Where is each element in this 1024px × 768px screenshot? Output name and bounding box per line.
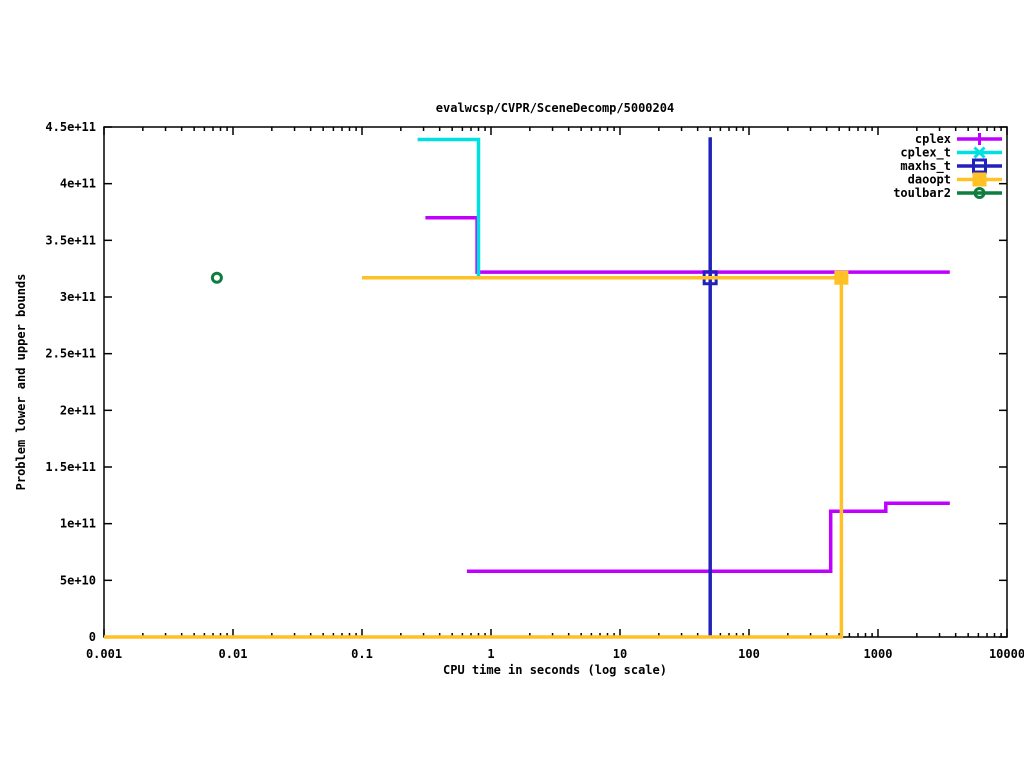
- series-line-cplex: [425, 215, 950, 274]
- x-tick-label: 0.1: [351, 647, 373, 661]
- legend-entry-toulbar2: toulbar2: [893, 186, 1002, 200]
- legend-label-maxhs_t: maxhs_t: [900, 159, 951, 174]
- y-tick-label: 0: [89, 630, 96, 644]
- legend-marker-toulbar2: [973, 187, 986, 199]
- y-tick-label: 3e+11: [60, 290, 96, 304]
- legend-label-cplex: cplex: [915, 132, 951, 146]
- series-maxhs_t: [702, 137, 718, 637]
- x-tick-label: 10: [613, 647, 627, 661]
- series-marker-daoopt: [834, 270, 849, 285]
- series-line-daoopt: [104, 277, 844, 639]
- y-axis-label: Problem lower and upper bounds: [14, 274, 28, 491]
- legend-marker-cplex: [973, 133, 986, 145]
- series-cplex_t: [417, 137, 481, 278]
- y-tick-label: 3.5e+11: [45, 233, 96, 247]
- x-tick-label: 0.001: [86, 647, 122, 661]
- x-tick-label: 100: [738, 647, 760, 661]
- y-tick-label: 1.5e+11: [45, 460, 96, 474]
- series-daoopt: [104, 270, 849, 639]
- legend-label-cplex_t: cplex_t: [900, 146, 951, 161]
- plot-area: 0.001 0.01 0.1 1 10 100 1000 10000 0 5e+10 1e+11 1.…: [45, 120, 1024, 661]
- series-cplex: [425, 215, 950, 574]
- y-tick-label: 2.5e+11: [45, 347, 96, 361]
- chart-title: evalwcsp/CVPR/SceneDecomp/5000204: [436, 101, 674, 115]
- legend-marker-maxhs_t: [972, 158, 987, 174]
- series-marker-toulbar2: [210, 271, 223, 284]
- x-tick-label: 1000: [864, 647, 893, 661]
- legend-entry-daoopt: daoopt: [908, 172, 1002, 187]
- legend-marker-daoopt: [972, 172, 987, 187]
- x-axis-label: CPU time in seconds (log scale): [443, 663, 667, 677]
- plot-border: [103, 126, 1008, 638]
- series-line-cplex: [466, 501, 950, 574]
- y-tick-label: 4.5e+11: [45, 120, 96, 134]
- legend-entry-maxhs_t: maxhs_t: [900, 158, 1002, 174]
- y-tick-label: 2e+11: [60, 403, 96, 417]
- y-tick-label: 5e+10: [60, 573, 96, 587]
- legend-label-toulbar2: toulbar2: [893, 186, 951, 200]
- legend-entry-cplex_t: cplex_t: [900, 146, 1002, 161]
- x-tick-label: 10000: [989, 647, 1024, 661]
- y-tick-label: 4e+11: [60, 177, 96, 191]
- series-line-cplex_t: [417, 137, 481, 278]
- legend-label-daoopt: daoopt: [908, 173, 951, 187]
- x-tick-label: 1: [487, 647, 494, 661]
- legend-entry-cplex: cplex: [915, 132, 1002, 146]
- x-tick-label: 0.01: [219, 647, 248, 661]
- legend-marker-cplex_t: [973, 146, 986, 159]
- series-toulbar2: [210, 271, 223, 284]
- y-tick-label: 1e+11: [60, 517, 96, 531]
